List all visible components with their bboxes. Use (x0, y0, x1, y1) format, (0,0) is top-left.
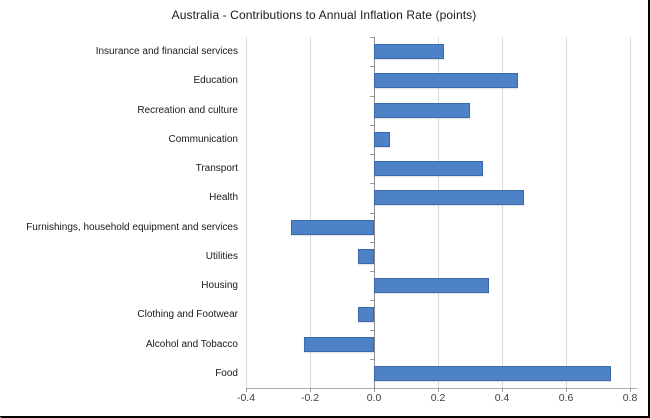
zero-axis-tick (370, 183, 374, 185)
x-axis-tick (438, 388, 439, 392)
gridline (310, 37, 311, 388)
zero-axis-tick (370, 124, 374, 126)
bar (290, 219, 374, 235)
x-axis-tick (374, 388, 375, 392)
bar (374, 365, 611, 381)
category-label: Transport (195, 163, 238, 175)
chart-title: Australia - Contributions to Annual Infl… (171, 8, 477, 22)
bar (303, 336, 374, 352)
bar (374, 190, 525, 206)
category-label: Recreation and culture (137, 104, 238, 116)
category-label: Insurance and financial services (95, 46, 238, 58)
gridline (566, 37, 567, 388)
x-tick-label: -0.2 (300, 392, 320, 404)
bar (374, 102, 470, 118)
zero-axis-tick (370, 241, 374, 243)
gridline (246, 37, 247, 388)
category-label: Health (209, 192, 238, 204)
category-label: Furnishings, household equipment and ser… (26, 221, 238, 233)
x-tick-label: 0.2 (430, 392, 446, 404)
zero-axis-tick (370, 212, 374, 214)
x-axis-tick (566, 388, 567, 392)
category-label: Housing (201, 280, 238, 292)
window-border-bottom (0, 416, 650, 418)
x-tick-label: 0.6 (558, 392, 574, 404)
bar (358, 248, 374, 264)
category-label: Alcohol and Tobacco (145, 338, 238, 350)
category-label: Communication (168, 133, 238, 145)
gridline (438, 37, 439, 388)
zero-axis-tick (370, 271, 374, 272)
zero-axis-line (374, 37, 375, 388)
category-label: Utilities (205, 250, 238, 262)
zero-axis-tick (370, 154, 374, 155)
window-border-right (648, 0, 650, 418)
bar (374, 278, 490, 294)
x-tick-label: 0.8 (622, 392, 638, 404)
x-axis-line (246, 388, 637, 389)
bar (374, 73, 518, 89)
x-axis-tick (310, 388, 311, 392)
zero-axis-tick (370, 95, 374, 97)
zero-axis-tick (370, 300, 374, 302)
x-tick-label: 0.4 (494, 392, 510, 404)
bar (358, 307, 374, 323)
zero-axis-tick (370, 66, 374, 68)
bar (374, 44, 445, 60)
x-axis-tick (630, 388, 631, 392)
bar (374, 131, 390, 147)
category-label: Food (215, 367, 238, 379)
x-tick-label: 0.0 (366, 392, 382, 404)
x-tick-label: -0.4 (236, 392, 256, 404)
gridline (630, 37, 631, 388)
gridline (502, 37, 503, 388)
zero-axis-tick (370, 329, 374, 331)
zero-axis-tick (370, 358, 374, 360)
x-axis-tick (246, 388, 247, 392)
category-label: Education (193, 75, 238, 87)
bar (374, 161, 483, 177)
x-axis-tick (502, 388, 503, 392)
category-label: Clothing and Footwear (137, 309, 238, 321)
zero-axis-tick (370, 37, 374, 38)
